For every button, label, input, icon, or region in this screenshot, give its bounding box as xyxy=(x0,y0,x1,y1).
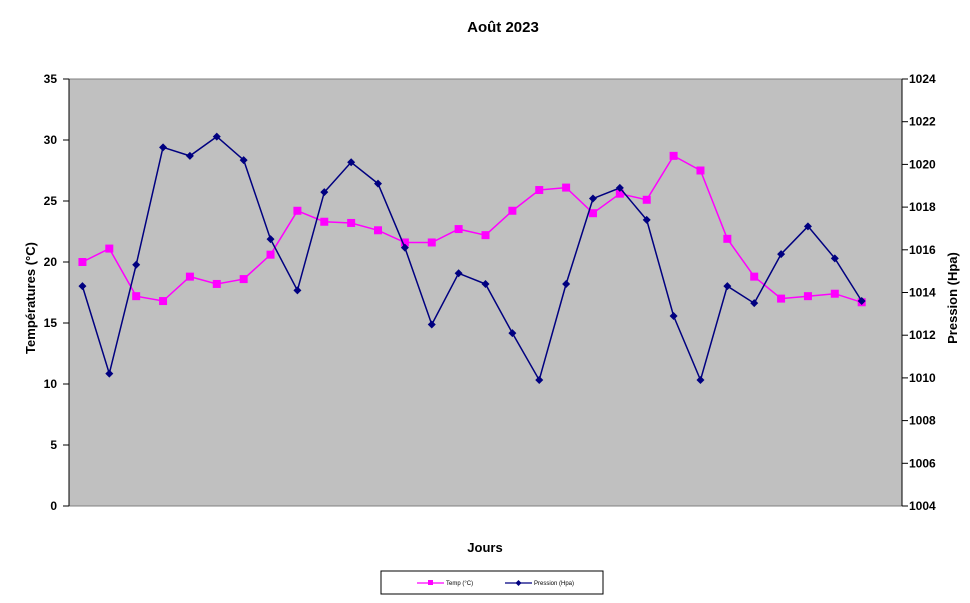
temp-point xyxy=(777,294,786,303)
pression-point xyxy=(615,183,624,192)
pression-point xyxy=(400,243,409,252)
pression-point xyxy=(239,156,248,165)
legend-box xyxy=(380,570,604,595)
temp-point xyxy=(132,292,141,301)
temp-point xyxy=(427,238,436,247)
pression-point xyxy=(454,269,463,278)
right-tick-label: 1022 xyxy=(909,115,936,129)
pression-point xyxy=(857,297,866,306)
temp-point xyxy=(723,234,732,243)
pression-point xyxy=(777,250,786,259)
temp-point xyxy=(78,258,87,266)
pression-point xyxy=(159,143,168,152)
legend-marker-temp xyxy=(428,580,433,585)
pression-point xyxy=(374,179,383,188)
temp-point xyxy=(615,189,624,198)
right-tick-label: 1006 xyxy=(909,456,936,470)
pression-point xyxy=(78,282,87,291)
temp-point xyxy=(293,206,302,215)
left-axis: 0 5 10 15 20 25 30 35 xyxy=(44,72,70,513)
right-axis: 1004 1006 1008 1010 1012 1014 1016 1018 1020 1022… xyxy=(901,72,936,513)
series-layer xyxy=(78,132,866,385)
temp-point xyxy=(212,279,221,288)
legend-marker-pression xyxy=(515,580,522,586)
temp-point xyxy=(588,209,597,218)
temp-point xyxy=(320,217,329,226)
pression-point xyxy=(293,286,302,295)
right-tick-label: 1014 xyxy=(909,286,936,300)
pression-point xyxy=(105,369,114,378)
temp-point xyxy=(562,183,571,192)
pression-point xyxy=(481,279,490,288)
pression-point xyxy=(562,279,571,288)
pression-point xyxy=(266,235,275,244)
legend-label-temp: Temp (°C) xyxy=(446,581,473,587)
right-tick-label: 1020 xyxy=(909,157,936,171)
left-tick-label: 20 xyxy=(44,255,58,269)
right-tick-label: 1018 xyxy=(909,200,936,214)
pression-point xyxy=(132,260,141,269)
left-tick-label: 25 xyxy=(44,194,58,208)
left-tick-label: 35 xyxy=(44,72,58,86)
right-tick-label: 1010 xyxy=(909,371,936,385)
temp-point xyxy=(374,226,383,235)
pression-point xyxy=(535,376,544,385)
left-tick-label: 30 xyxy=(44,133,58,147)
temp-point xyxy=(266,250,275,259)
series-line-1 xyxy=(81,135,863,383)
y-axis-label-left: Températures (°C) xyxy=(23,242,38,354)
x-axis-label: Jours xyxy=(467,540,502,555)
temp-point xyxy=(159,297,168,306)
left-tick-label: 5 xyxy=(50,438,57,452)
temp-point xyxy=(239,275,248,284)
pression-point xyxy=(588,194,597,203)
pression-point xyxy=(723,282,732,291)
legend-label-pression: Pression (Hpa) xyxy=(534,581,574,587)
pression-point xyxy=(642,215,651,224)
chart-title: Août 2023 xyxy=(467,19,539,36)
pression-point xyxy=(803,222,812,231)
temp-point xyxy=(400,238,409,247)
temp-point xyxy=(508,206,517,215)
pression-point xyxy=(347,158,356,167)
pression-point xyxy=(212,132,221,141)
legend: Temp (°C) Pression (Hpa) xyxy=(380,570,604,595)
temp-point xyxy=(105,244,114,253)
temp-point xyxy=(696,166,705,175)
pression-point xyxy=(830,254,839,263)
right-tick-label: 1008 xyxy=(909,414,936,428)
pression-point xyxy=(185,151,194,160)
pression-point xyxy=(696,376,705,385)
temp-point xyxy=(347,218,356,227)
pression-point xyxy=(669,311,678,320)
right-tick-label: 1024 xyxy=(909,72,936,86)
temp-point xyxy=(803,292,812,301)
pression-point xyxy=(508,329,517,338)
right-tick-label: 1012 xyxy=(909,328,936,342)
temp-point xyxy=(750,272,759,281)
temp-point xyxy=(669,151,678,160)
left-tick-label: 15 xyxy=(44,316,58,330)
left-tick-label: 10 xyxy=(44,377,58,391)
pression-point xyxy=(750,299,759,308)
plot-area xyxy=(68,78,903,507)
temp-point xyxy=(454,225,463,234)
pression-point xyxy=(320,188,329,197)
series-line-0 xyxy=(82,154,862,304)
pression-point xyxy=(427,320,436,329)
left-tick-label: 0 xyxy=(50,499,57,513)
temp-point xyxy=(535,186,544,195)
right-tick-label: 1004 xyxy=(909,499,936,513)
right-tick-label: 1016 xyxy=(909,243,936,257)
y-axis-label-right: Pression (Hpa) xyxy=(945,252,960,344)
temp-point xyxy=(830,289,839,298)
temp-point xyxy=(642,195,651,204)
temp-point xyxy=(481,231,490,240)
temp-point xyxy=(185,272,194,281)
